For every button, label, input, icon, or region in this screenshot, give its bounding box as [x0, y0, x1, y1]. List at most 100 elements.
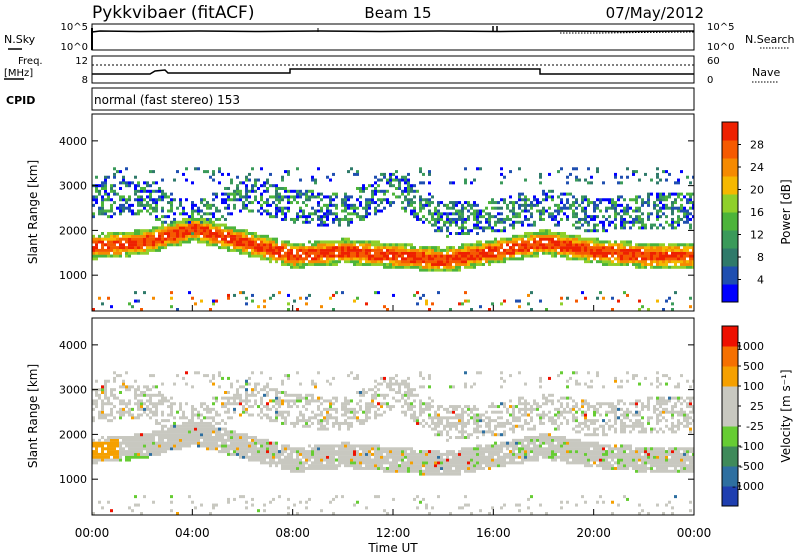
velocity-cell [308, 444, 311, 448]
power-cell [413, 195, 416, 199]
power-cell [113, 201, 116, 205]
power-cell [503, 198, 506, 202]
velocity-cell [176, 427, 179, 431]
power-cell [470, 246, 473, 250]
power-cell [146, 229, 149, 233]
velocity-cell [389, 461, 392, 465]
velocity-cell [215, 410, 218, 414]
velocity-cell [296, 405, 299, 409]
power-cell [272, 201, 275, 205]
power-cell [398, 254, 401, 258]
velocity-cell [212, 506, 215, 510]
power-cell [677, 220, 680, 224]
power-cell [332, 243, 335, 247]
power-cell [587, 198, 590, 202]
power-cell [128, 246, 131, 250]
power-cell [104, 192, 107, 196]
velocity-cell [167, 433, 170, 437]
power-cell [314, 240, 317, 244]
power-cell [584, 209, 587, 213]
velocity-cell [101, 452, 104, 456]
velocity-cell [173, 433, 176, 437]
power-cell [662, 212, 665, 216]
power-cell [359, 186, 362, 190]
power-cell [530, 212, 533, 216]
velocity-cell [356, 452, 359, 456]
power-cell [689, 195, 692, 199]
velocity-cell [227, 444, 230, 448]
power-cell [500, 229, 503, 233]
velocity-cell [386, 450, 389, 454]
velocity-cell [137, 436, 140, 440]
velocity-cell [182, 416, 185, 420]
velocity-cell [440, 466, 443, 470]
velocity-cell [437, 469, 440, 473]
power-cell [254, 251, 257, 255]
power-cell [548, 189, 551, 193]
velocity-cell [317, 458, 320, 462]
power-cell [257, 237, 260, 241]
velocity-cell [209, 421, 212, 425]
velocity-cell [95, 450, 98, 454]
velocity-cell [347, 458, 350, 462]
power-cell [296, 195, 299, 199]
power-cell [143, 251, 146, 255]
power-cell [275, 243, 278, 247]
power-cell [647, 198, 650, 202]
power-cell [311, 206, 314, 210]
power-cell [491, 229, 494, 233]
velocity-cell [260, 461, 263, 465]
power-cell [296, 308, 299, 311]
power-cell [362, 262, 365, 266]
velocity-cell [389, 455, 392, 459]
velocity-cell [152, 500, 155, 504]
velocity-cell [113, 455, 116, 459]
power-cell [686, 251, 689, 255]
power-cell [320, 209, 323, 213]
velocity-cell [107, 458, 110, 462]
power-cell [473, 217, 476, 221]
power-cell [689, 305, 692, 309]
velocity-cell [158, 393, 161, 397]
power-cell [677, 181, 680, 185]
velocity-cell [263, 509, 266, 513]
power-cell [467, 251, 470, 255]
velocity-cell [269, 500, 272, 504]
velocity-cell [395, 466, 398, 470]
power-cell [269, 184, 272, 188]
velocity-cell [329, 382, 332, 386]
velocity-cell [413, 416, 416, 420]
power-cell [566, 246, 569, 250]
velocity-cell [329, 464, 332, 468]
power-cell [617, 248, 620, 252]
velocity-cell [347, 461, 350, 465]
power-cell [173, 234, 176, 238]
power-cell [221, 246, 224, 250]
power-cell [308, 189, 311, 193]
velocity-cell [302, 413, 305, 417]
power-cell [386, 181, 389, 185]
velocity-cell [371, 396, 374, 400]
power-cell [374, 189, 377, 193]
power-cell [329, 243, 332, 247]
velocity-cell [389, 388, 392, 392]
power-cell [545, 195, 548, 199]
power-cell [233, 246, 236, 250]
power-cell [200, 229, 203, 233]
velocity-cell [440, 430, 443, 434]
velocity-cell [227, 430, 230, 434]
power-cell [692, 262, 694, 266]
velocity-cell [269, 458, 272, 462]
velocity-cell [212, 376, 215, 380]
power-cell [356, 254, 359, 258]
velocity-cell [221, 438, 224, 442]
velocity-cell [218, 374, 221, 378]
power-cell [95, 243, 98, 247]
velocity-cell [410, 393, 413, 397]
power-cell [659, 192, 662, 196]
power-cell [632, 251, 635, 255]
power-cell [545, 237, 548, 241]
velocity-cell [122, 379, 125, 383]
power-cell [251, 184, 254, 188]
velocity-cell [221, 441, 224, 445]
